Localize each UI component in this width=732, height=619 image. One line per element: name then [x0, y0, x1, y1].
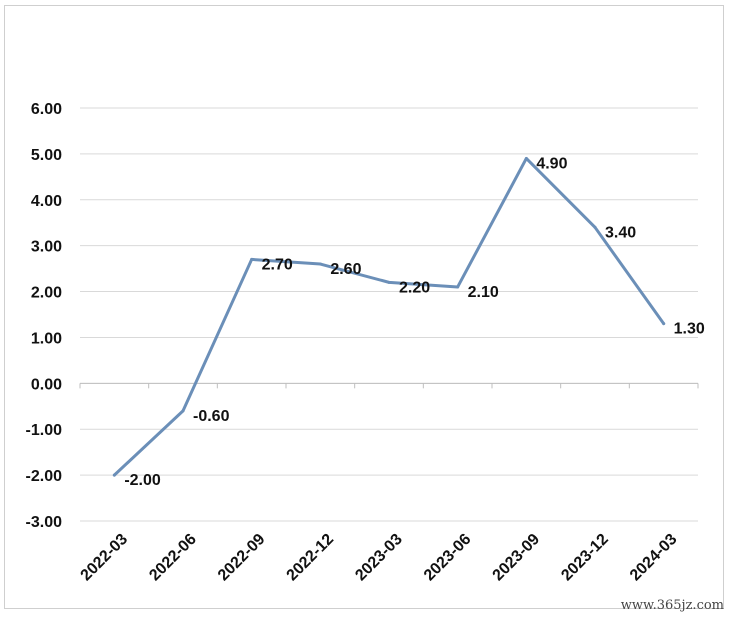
- chart-frame: [4, 5, 724, 609]
- data-label: -2.00: [124, 472, 161, 489]
- x-tick-label: 2023-03: [352, 531, 406, 585]
- data-point: [524, 156, 528, 160]
- data-label: 3.40: [605, 224, 636, 241]
- y-tick-label: 5.00: [31, 147, 62, 164]
- data-point: [181, 409, 185, 413]
- y-tick-label: 3.00: [31, 239, 62, 256]
- data-label: 4.90: [536, 155, 567, 172]
- y-tick-label: 1.00: [31, 330, 62, 347]
- data-label: 1.30: [674, 321, 705, 338]
- data-label: 2.60: [330, 261, 361, 278]
- series-line: [112, 156, 666, 477]
- data-point: [456, 285, 460, 289]
- y-tick-label: -3.00: [26, 514, 63, 531]
- y-tick-label: 6.00: [31, 101, 62, 118]
- data-label: -0.60: [193, 408, 230, 425]
- data-point: [250, 257, 254, 261]
- data-label: 2.20: [399, 279, 430, 296]
- x-tick-label: 2023-06: [421, 531, 475, 585]
- x-tick-label: 2022-12: [284, 531, 338, 585]
- watermark: www.365jz.com: [620, 598, 724, 613]
- x-tick-label: 2022-03: [78, 531, 132, 585]
- x-tick-label: 2024-03: [627, 531, 681, 585]
- y-tick-label: -2.00: [26, 468, 63, 485]
- x-tick-label: 2023-12: [558, 531, 612, 585]
- y-tick-label: 2.00: [31, 285, 62, 302]
- data-point: [318, 262, 322, 266]
- data-point: [593, 225, 597, 229]
- data-point: [112, 473, 116, 477]
- x-tick-label: 2023-09: [490, 531, 544, 585]
- y-tick-label: -1.00: [26, 422, 63, 439]
- x-tick-label: 2022-09: [215, 531, 269, 585]
- y-tick-label: 0.00: [31, 376, 62, 393]
- x-tick-label: 2022-06: [146, 531, 200, 585]
- data-point: [662, 322, 666, 326]
- y-tick-label: 4.00: [31, 193, 62, 210]
- data-point: [387, 280, 391, 284]
- data-label: 2.10: [468, 284, 499, 301]
- data-label: 2.70: [262, 256, 293, 273]
